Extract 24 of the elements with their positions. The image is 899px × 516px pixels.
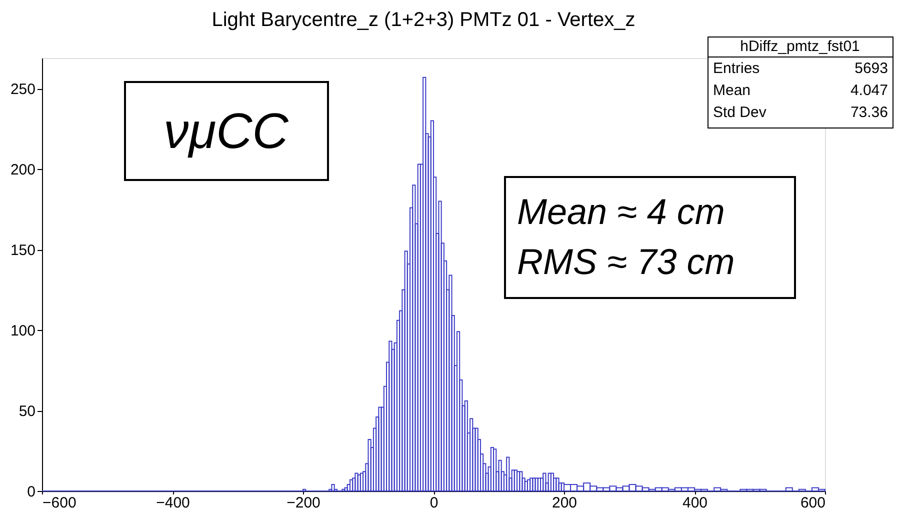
chart-title: Light Barycentre_z (1+2+3) PMTz 01 - Vertex_z xyxy=(212,9,636,31)
text: 73.36 xyxy=(850,104,888,121)
annotation: νμCC xyxy=(164,103,290,159)
y-tick-label: 200 xyxy=(10,162,36,179)
text: hDiffz_pmtz_fst01 xyxy=(740,38,860,55)
text: 5693 xyxy=(854,60,888,77)
annotation: Mean xyxy=(713,82,751,99)
x-tick-label: −400 xyxy=(156,494,190,512)
y-tick-label: 150 xyxy=(10,242,36,260)
y-tick-label: 50 xyxy=(18,403,36,420)
x-tick-label: 600 xyxy=(800,494,826,512)
annotation: RMS ≈ 73 cm xyxy=(517,241,735,282)
annotation: Entries xyxy=(713,60,760,77)
annotation: Mean ≈ 4 cm xyxy=(517,191,725,232)
x-tick-label: 0 xyxy=(430,494,438,512)
x-tick-label: −200 xyxy=(286,494,320,512)
y-tick-label: 0 xyxy=(27,484,36,500)
x-tick-label: 200 xyxy=(552,494,578,512)
x-tick-label: −600 xyxy=(42,494,76,512)
annotation: Std Dev xyxy=(713,104,767,121)
x-tick-label: 400 xyxy=(682,494,708,512)
y-tick-label: 100 xyxy=(10,322,36,340)
text: 4.047 xyxy=(850,82,888,99)
y-tick-label: 250 xyxy=(10,81,36,98)
